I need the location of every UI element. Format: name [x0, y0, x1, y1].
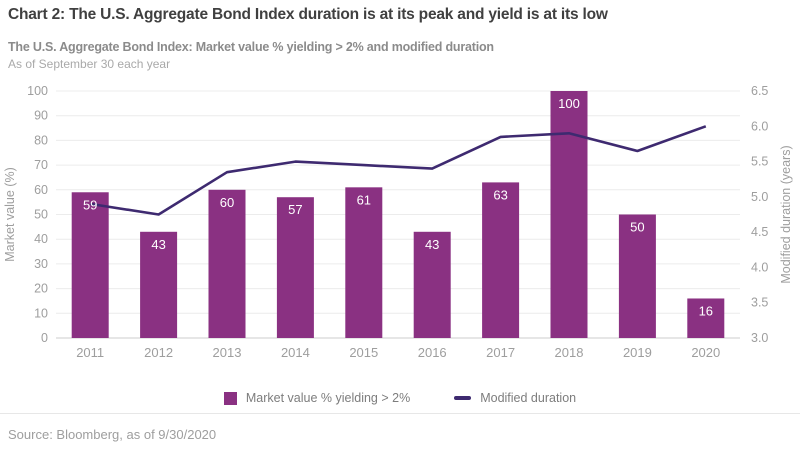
bond-index-combo-chart: 0 10 20 30 40 50 60 70 80 90 100 3.0 3.5 4.0 4.5 5.0 5.5… [3, 84, 793, 360]
legend-item-modified-duration: Modified duration [454, 391, 576, 405]
x-axis-year-label: 2017 [486, 345, 515, 360]
left-axis-tick-label: 50 [34, 208, 48, 222]
bar-2020 [687, 298, 725, 338]
left-axis-tick-label: 30 [34, 257, 48, 271]
bar-value-label: 50 [630, 220, 644, 235]
right-axis-tick-label: 5.0 [751, 190, 768, 204]
right-axis-tick-label: 3.0 [751, 331, 768, 345]
bar-value-label: 63 [493, 187, 507, 202]
bar-2014 [276, 197, 314, 338]
left-axis-tick-label: 70 [34, 158, 48, 172]
x-axis-year-label: 2014 [281, 345, 310, 360]
bar-series-swatch-icon [223, 391, 237, 405]
bar-2011 [71, 192, 109, 338]
x-axis-year-label: 2020 [691, 345, 720, 360]
bar-2015 [345, 187, 383, 338]
bar-value-label: 60 [220, 195, 234, 210]
left-axis-tick-label: 80 [34, 133, 48, 147]
bar-2019 [618, 214, 656, 338]
right-axis-tick-label: 3.5 [751, 296, 768, 310]
x-axis-year-label: 2018 [555, 345, 584, 360]
bar-2016 [413, 231, 451, 338]
footer-divider [0, 413, 800, 414]
left-axis-title: Market value (%) [3, 167, 17, 261]
modified-duration-line [90, 125, 707, 216]
x-axis-year-label: 2012 [144, 345, 173, 360]
left-axis-tick-label: 60 [34, 183, 48, 197]
bar-value-label: 43 [425, 237, 439, 252]
bar-value-label: 100 [558, 96, 580, 111]
left-axis-tick-label: 10 [34, 306, 48, 320]
bar-2017 [482, 182, 520, 338]
left-axis-tick-label: 90 [34, 109, 48, 123]
legend-item-market-value: Market value % yielding > 2% [223, 391, 411, 405]
source-note: Source: Bloomberg, as of 9/30/2020 [8, 427, 217, 442]
chart-legend: Market value % yielding > 2% Modified du… [0, 391, 800, 405]
bar-value-label: 57 [288, 202, 302, 217]
legend-label: Modified duration [480, 391, 577, 405]
legend-label: Market value % yielding > 2% [245, 391, 411, 405]
left-axis-tick-label: 0 [41, 331, 48, 345]
x-axis-year-label: 2013 [213, 345, 242, 360]
x-axis-year-label: 2016 [418, 345, 447, 360]
left-axis-tick-label: 100 [27, 84, 48, 98]
right-axis-tick-label: 4.0 [751, 260, 768, 274]
right-axis-title: Modified duration (years) [779, 145, 793, 283]
left-axis-tick-label: 40 [34, 232, 48, 246]
right-axis-tick-label: 4.5 [751, 225, 768, 239]
page-title: Chart 2: The U.S. Aggregate Bond Index d… [8, 6, 608, 23]
bar-2013 [208, 189, 246, 338]
x-axis-year-label: 2019 [623, 345, 652, 360]
bar-value-label: 16 [699, 303, 713, 318]
left-axis-tick-label: 20 [34, 282, 48, 296]
right-axis-tick-label: 6.5 [751, 84, 768, 98]
x-axis-year-label: 2011 [76, 345, 104, 360]
line-series-swatch-icon [454, 396, 472, 400]
bar-value-label: 59 [83, 197, 97, 212]
x-axis-year-label: 2015 [349, 345, 378, 360]
bar-2018 [550, 91, 588, 338]
bar-2012 [140, 231, 178, 338]
right-axis-tick-label: 5.5 [751, 155, 768, 169]
chart-subtitle: The U.S. Aggregate Bond Index: Market va… [8, 40, 494, 54]
bar-value-label: 61 [357, 192, 371, 207]
right-axis-tick-label: 6.0 [751, 119, 768, 133]
chart-dateline: As of September 30 each year [8, 57, 171, 71]
bar-value-label: 43 [151, 237, 165, 252]
